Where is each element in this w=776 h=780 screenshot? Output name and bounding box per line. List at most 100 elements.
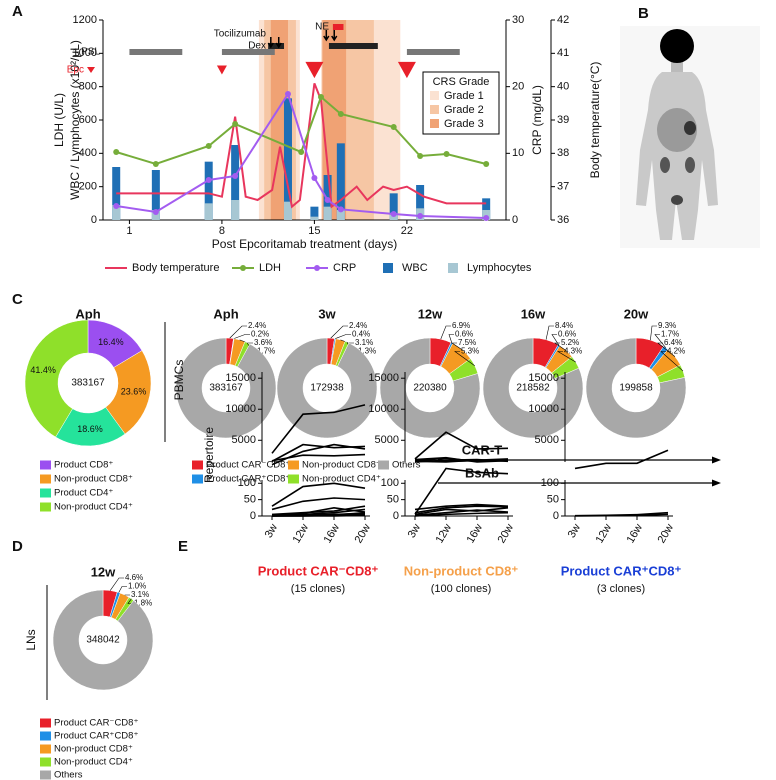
leader-line — [229, 325, 247, 339]
point — [417, 153, 424, 159]
organ — [671, 195, 683, 205]
point — [390, 124, 397, 130]
x-tick-label: 16w — [465, 522, 486, 546]
leader-line — [654, 334, 667, 349]
arrow-head — [712, 456, 721, 464]
x-tick-label: 20w — [353, 522, 374, 546]
y-tick-label: 50 — [547, 494, 559, 506]
x-tick-label: 20w — [496, 522, 517, 546]
y-tick-label: 0 — [250, 510, 256, 522]
data-label: 5.2% — [561, 338, 579, 347]
point — [113, 203, 120, 209]
treatment-arrow — [323, 30, 330, 42]
dose-label: Epc — [67, 65, 84, 76]
legend-label: Product CAR⁺CD8⁺ — [206, 474, 290, 485]
leader-line — [660, 351, 684, 372]
panel-letter: E — [178, 538, 188, 555]
legend-label: Non-product CD4⁺ — [54, 757, 133, 768]
leader-line — [545, 325, 554, 340]
donut-total: 199858 — [619, 383, 653, 394]
y-tick-label: 0 — [393, 510, 399, 522]
legend-swatch — [40, 460, 51, 470]
y-tick-label: 100 — [238, 477, 256, 489]
dose-marker — [216, 65, 227, 75]
clone-line — [414, 431, 509, 460]
clone-line — [414, 467, 509, 515]
panel-letter: C — [12, 291, 23, 308]
x-tick-label: 16w — [625, 522, 646, 546]
data-label: 18.6% — [77, 424, 103, 434]
donut-total: 172938 — [310, 383, 344, 394]
y3-tick-label: 40 — [557, 81, 569, 93]
donut-segment — [105, 350, 152, 435]
clone-line — [271, 497, 366, 511]
clone-line — [414, 456, 509, 463]
bar — [204, 161, 213, 220]
donut-segment — [585, 337, 687, 439]
y2-tick-label: 20 — [512, 81, 524, 93]
y-tick-label: 15000 — [225, 372, 256, 384]
data-label: 2.4% — [248, 321, 266, 330]
panel-letter: D — [12, 538, 23, 555]
y-tick-label: 0 — [553, 510, 559, 522]
treatment-period — [406, 49, 460, 55]
point — [318, 94, 325, 100]
leader-line — [657, 342, 676, 357]
treatment-label: Dex — [248, 41, 266, 52]
bar — [310, 206, 319, 220]
point — [152, 161, 159, 167]
data-label: 0.6% — [455, 330, 473, 339]
legend-swatch — [40, 744, 51, 754]
body-silhouette — [636, 72, 718, 240]
bar — [283, 98, 292, 220]
data-label: 4.6% — [125, 573, 143, 582]
data-label: 3.1% — [131, 590, 149, 599]
leader-line — [551, 334, 560, 346]
treatment-arrow — [331, 30, 338, 42]
legend-label: Product CAR⁺CD8⁺ — [54, 731, 138, 742]
y-tick-label: 1200 — [73, 14, 97, 26]
donut-total: 383167 — [71, 378, 105, 389]
data-label: 2.4% — [349, 321, 367, 330]
clone-line — [414, 505, 509, 514]
data-label: 3.6% — [254, 338, 272, 347]
legend-label: Non-product CD8⁺ — [54, 474, 133, 485]
bar — [310, 216, 319, 220]
bar — [151, 170, 160, 220]
data-label: 41.4% — [30, 365, 56, 375]
donut-segment — [24, 319, 89, 438]
legend-swatch — [192, 474, 203, 484]
data-label: 8.4% — [555, 321, 573, 330]
data-label: 6.9% — [452, 321, 470, 330]
clone-line — [271, 514, 366, 517]
data-label: 1.0% — [128, 582, 146, 591]
donut-title: 20w — [624, 306, 649, 321]
point — [232, 173, 239, 179]
head — [660, 29, 694, 63]
point — [337, 206, 344, 213]
leader-line — [448, 334, 454, 344]
x-tick-label: 12w — [434, 522, 455, 546]
clone-line — [414, 458, 509, 463]
treatment-period — [129, 49, 183, 55]
legend-label: Others — [392, 460, 421, 471]
point — [337, 111, 344, 117]
clone-line — [574, 449, 669, 470]
donut-segment — [175, 337, 277, 439]
side-label: PBMCs — [172, 360, 186, 401]
data-label: 16.4% — [98, 337, 124, 347]
y-axis-title: WBC / Lymphocytes (x10²/μL) — [68, 40, 82, 200]
crs-legend-title: CRS Grade — [433, 76, 490, 88]
y3-axis-title: Body temperature(°C) — [588, 62, 602, 179]
legend-label: Non-product CD4⁺ — [302, 474, 381, 485]
point — [284, 91, 291, 97]
panel-letter: A — [12, 3, 23, 20]
crs-legend-swatch — [430, 105, 439, 114]
treatment-period — [221, 49, 275, 55]
point — [205, 143, 212, 149]
data-label: 6.4% — [664, 338, 682, 347]
data-label: 7.5% — [458, 338, 476, 347]
donut-segment — [276, 337, 378, 439]
clone-line — [271, 443, 366, 463]
